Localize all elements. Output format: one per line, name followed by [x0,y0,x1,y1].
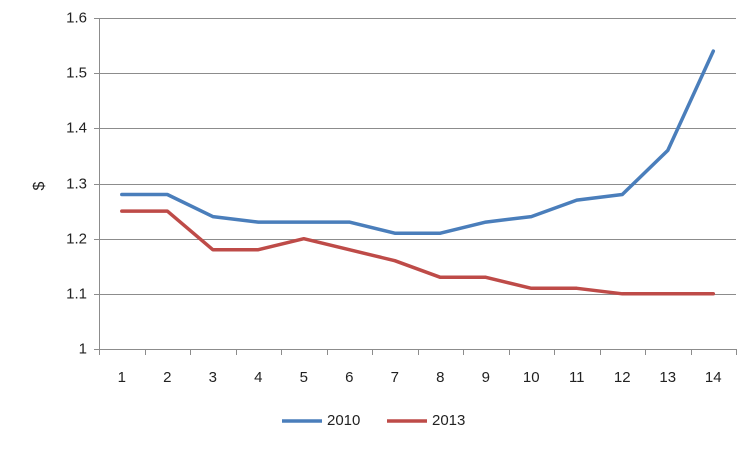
gridlines [99,18,736,295]
x-tick-label: 11 [569,369,585,386]
y-tick-label: 1.3 [66,175,87,192]
y-axis-label: $ [31,181,48,190]
axes [94,18,737,355]
x-tick-label: 14 [705,369,722,386]
y-tick-label: 1 [79,340,87,357]
x-tick-label: 12 [614,369,631,386]
x-tick-label: 7 [391,369,399,386]
x-tick-label: 9 [482,369,490,386]
x-tick-label: 5 [300,369,308,386]
x-tick-label: 13 [659,369,676,386]
y-tick-label: 1.6 [66,9,87,26]
y-tick-label: 1.4 [66,119,87,136]
legend-label-2010: 2010 [327,412,360,429]
series-lines [120,49,716,296]
y-tick-label: 1.1 [66,285,87,302]
series-line-2010 [120,49,716,235]
legend-label-2013: 2013 [432,412,465,429]
x-tick-label: 2 [163,369,171,386]
legend: 2010 2013 [282,412,465,429]
x-tick-label: 8 [436,369,444,386]
x-tick-label: 6 [345,369,353,386]
x-tick-label: 10 [523,369,540,386]
x-tick-label: 3 [209,369,217,386]
series-line-2013 [120,209,716,296]
y-tick-labels: 1 1.1 1.2 1.3 1.4 1.5 1.6 [66,9,87,357]
x-tick-labels: 1 2 3 4 5 6 7 8 9 10 11 12 13 14 [118,369,722,386]
x-tick-label: 4 [254,369,262,386]
y-tick-label: 1.2 [66,230,87,247]
x-tick-label: 1 [118,369,126,386]
y-tick-label: 1.5 [66,64,87,81]
